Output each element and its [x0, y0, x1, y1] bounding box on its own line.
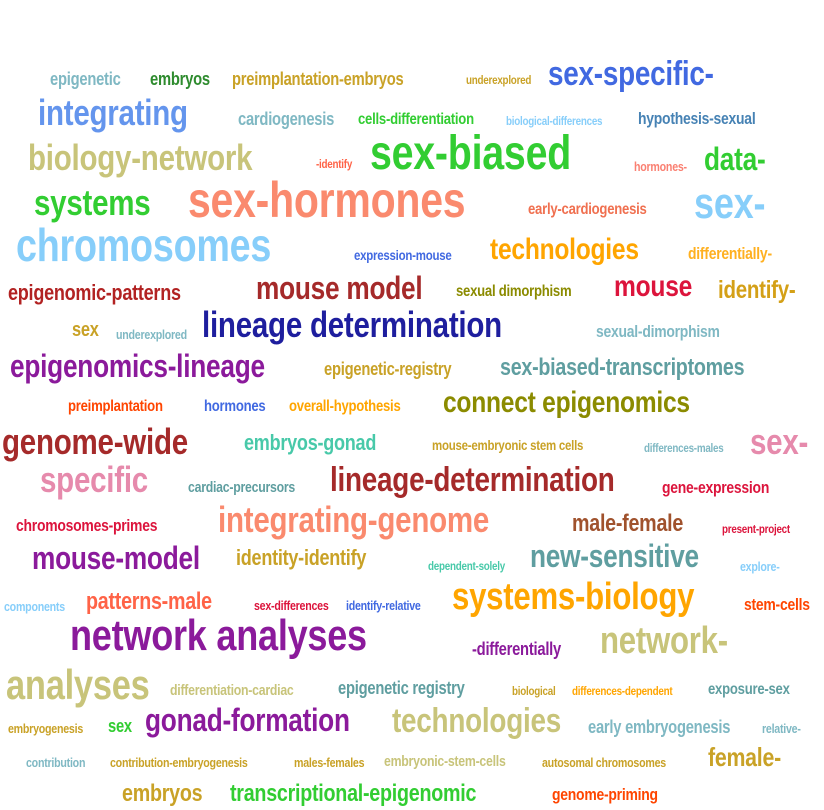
cloud-word: chromosomes-primes: [16, 516, 158, 535]
cloud-word: mouse: [614, 270, 693, 303]
cloud-word: mouse model: [256, 270, 423, 306]
cloud-word: epigenetic registry: [338, 678, 465, 698]
cloud-word: female-: [708, 742, 781, 772]
cloud-word: biological: [512, 684, 556, 698]
cloud-word: gonad-formation: [145, 702, 350, 738]
cloud-word: early-cardiogenesis: [528, 201, 647, 218]
cloud-word: exposure-sex: [708, 681, 790, 698]
cloud-word: preimplantation-embryos: [232, 69, 404, 89]
cloud-word: overall-hypothesis: [289, 398, 401, 415]
cloud-word: sex-: [694, 179, 766, 228]
cloud-word: embryos: [150, 69, 210, 89]
cloud-word: epigenomic-patterns: [8, 280, 181, 305]
cloud-word: relative-: [762, 721, 801, 736]
cloud-word: sex-hormones: [188, 172, 466, 228]
cloud-word: -differentially: [472, 639, 561, 659]
cloud-word: lineage-determination: [330, 461, 615, 499]
cloud-word: integrating: [38, 92, 188, 133]
cloud-word: sex: [108, 716, 132, 736]
cloud-word: genome-priming: [552, 785, 658, 804]
cloud-word: sex-biased-transcriptomes: [500, 354, 745, 381]
cloud-word: males-females: [294, 755, 365, 770]
cloud-word: integrating-genome: [218, 499, 490, 540]
cloud-word: genome-wide: [2, 421, 188, 462]
cloud-word: explore-: [740, 559, 780, 574]
cloud-word: preimplantation: [68, 398, 163, 415]
cloud-word: biology-network: [28, 137, 253, 178]
cloud-word: differentiation-cardiac: [170, 682, 294, 699]
cloud-word: early embryogenesis: [588, 717, 731, 737]
cloud-word: data-: [704, 141, 766, 177]
cloud-word: contribution-embryogenesis: [110, 755, 248, 770]
cloud-word: embryos: [122, 780, 203, 807]
cloud-word: cardiac-precursors: [188, 479, 296, 496]
cloud-word: present-project: [722, 522, 790, 536]
cloud-word: technologies: [490, 233, 639, 266]
cloud-word: mouse-model: [32, 540, 200, 576]
cloud-word: embryogenesis: [8, 721, 84, 736]
cloud-word: sex-biased: [370, 127, 572, 180]
cloud-word: autosomal chromosomes: [542, 755, 666, 770]
cloud-word: analyses: [6, 661, 150, 708]
cloud-word: male-female: [572, 510, 684, 537]
cloud-word: sex-: [750, 421, 809, 462]
cloud-word: identify-: [718, 276, 796, 304]
cloud-word: specific: [40, 459, 148, 500]
cloud-word: embryonic-stem-cells: [384, 753, 506, 770]
cloud-word: cells-differentiation: [358, 111, 474, 128]
cloud-word: systems-biology: [452, 576, 695, 618]
cloud-word: cardiogenesis: [238, 109, 335, 129]
cloud-word: systems: [34, 182, 151, 223]
cloud-word: embryos-gonad: [244, 430, 377, 455]
cloud-word: sexual-dimorphism: [596, 322, 720, 341]
cloud-word: contribution: [26, 755, 86, 770]
cloud-word: sexual dimorphism: [456, 283, 572, 300]
cloud-word: epigenetic: [50, 69, 121, 89]
cloud-word: sex-differences: [254, 598, 329, 613]
cloud-word: identity-identify: [236, 545, 367, 570]
cloud-word: components: [4, 599, 65, 614]
cloud-word: -identify: [316, 157, 353, 171]
cloud-word: hormones: [204, 398, 266, 415]
cloud-word: gene-expression: [662, 478, 770, 497]
cloud-word: transcriptional-epigenomic: [230, 780, 477, 807]
cloud-word: patterns-male: [86, 588, 212, 615]
cloud-word: underexplored: [116, 327, 187, 342]
cloud-word: expression-mouse: [354, 247, 452, 263]
cloud-word: stem-cells: [744, 595, 810, 614]
cloud-word: new-sensitive: [530, 538, 699, 574]
cloud-word: differences-dependent: [572, 684, 673, 698]
cloud-word: differences-males: [644, 441, 724, 455]
cloud-word: sex: [72, 319, 99, 341]
cloud-word: network-: [600, 620, 728, 662]
cloud-word: underexplored: [466, 73, 532, 87]
cloud-word: mouse-embryonic stem cells: [432, 437, 584, 453]
cloud-word: hypothesis-sexual: [638, 109, 756, 128]
cloud-word: lineage determination: [202, 304, 502, 345]
cloud-word: epigenetic-registry: [324, 359, 452, 379]
cloud-word: epigenomics-lineage: [10, 348, 265, 384]
cloud-word: network analyses: [70, 611, 367, 660]
cloud-word: differentially-: [688, 244, 772, 263]
cloud-word: chromosomes: [16, 219, 272, 271]
cloud-word: dependent-solely: [428, 559, 505, 573]
cloud-word: hormones-: [634, 159, 687, 174]
cloud-word: connect epigenomics: [443, 386, 690, 419]
cloud-word: biological-differences: [506, 114, 603, 128]
cloud-word: sex-specific-: [548, 55, 714, 93]
cloud-word: identify-relative: [346, 598, 421, 613]
cloud-word: technologies: [392, 702, 562, 740]
